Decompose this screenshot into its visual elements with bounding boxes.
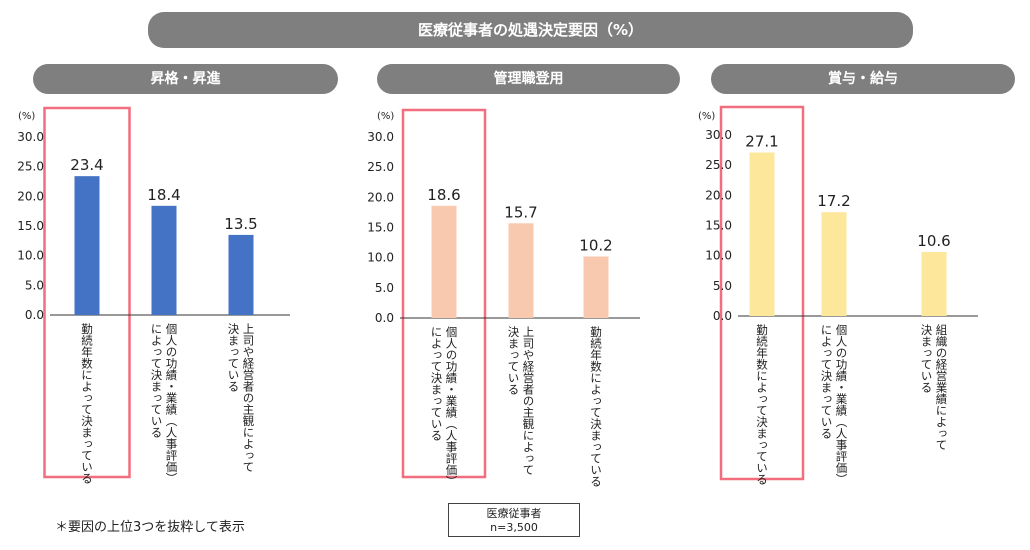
category-label: によって決まっている: [430, 326, 444, 441]
bar-1: [749, 152, 775, 316]
bar-3: [921, 252, 947, 316]
y-axis-unit-label: (%): [377, 111, 394, 122]
y-tick-label: 0.0: [25, 308, 44, 322]
category-label: 組織の経営業績によって: [935, 324, 949, 451]
y-tick-label: 15.0: [367, 221, 394, 235]
category-label: 決まっている: [227, 323, 241, 392]
y-tick-label: 5.0: [25, 278, 44, 292]
bar-1: [74, 176, 100, 315]
y-tick-label: 25.0: [367, 160, 394, 174]
bar-value-label: 18.4: [147, 186, 180, 204]
panel-title-management: 管理職登用: [377, 64, 680, 94]
y-tick-label: 30.0: [705, 128, 732, 142]
bar-value-label: 10.6: [917, 232, 950, 250]
bar-value-label: 15.7: [504, 203, 537, 221]
category-label: によって決まっている: [820, 324, 834, 439]
category-label: 勤続年数によって決まっている: [80, 323, 94, 484]
y-tick-label: 15.0: [705, 219, 732, 233]
y-tick-label: 15.0: [17, 219, 44, 233]
sample-label: 医療従事者: [486, 507, 542, 520]
category-label: 上司や経営者の主観によって: [242, 323, 256, 473]
chart-main-title: 医療従事者の処遇決定要因（%）: [148, 12, 913, 48]
y-tick-label: 0.0: [375, 311, 394, 325]
y-tick-label: 20.0: [367, 190, 394, 204]
category-label: 個人の功績・業績（人事評価）: [835, 324, 849, 485]
y-tick-label: 10.0: [705, 249, 732, 263]
footnote: ＊要因の上位3つを抜粋して表示: [55, 520, 245, 535]
category-label: 個人の功績・業績（人事評価）: [165, 323, 179, 484]
y-tick-label: 30.0: [367, 130, 394, 144]
y-tick-label: 10.0: [17, 249, 44, 263]
highlight-frame: [719, 105, 805, 481]
bar-value-label: 23.4: [70, 156, 103, 174]
chart-panel-management: (%) 0.0 5.0 10.0 15.0 20.0 25.0 30.0 18.6 個人の功績・業…: [367, 108, 640, 487]
y-tick-label: 25.0: [705, 158, 732, 172]
y-tick-label: 20.0: [705, 188, 732, 202]
bar-1: [431, 205, 457, 318]
bar-value-label: 17.2: [817, 192, 850, 210]
bar-2: [508, 223, 534, 318]
bar-3: [583, 256, 609, 318]
chart-panel-promotion: (%) 0.0 5.0 10.0 15.0 20.0 25.0 30.0 23.4 勤続年数によっ…: [17, 106, 290, 484]
highlight-frame: [43, 106, 131, 479]
bar-value-label: 10.2: [579, 236, 612, 254]
bar-value-label: 18.6: [427, 186, 460, 204]
y-tick-label: 0.0: [713, 309, 732, 323]
bar-2: [151, 205, 177, 315]
category-label: 上司や経営者の主観によって: [522, 326, 536, 476]
category-label: 個人の功績・業績（人事評価）: [445, 326, 459, 487]
chart-panel-bonus-salary: (%) 0.0 5.0 10.0 15.0 20.0 25.0 30.0 27.1 勤続年数によっ…: [698, 105, 978, 485]
y-tick-label: 20.0: [17, 189, 44, 203]
bar-value-label: 27.1: [745, 132, 778, 150]
bar-2: [821, 212, 847, 316]
y-axis-unit-label: (%): [18, 111, 35, 122]
panel-title-bonus-salary: 賞与・給与: [711, 64, 1015, 94]
category-label: 決まっている: [920, 324, 934, 393]
sample-n: n=3,500: [490, 521, 538, 534]
y-tick-label: 5.0: [713, 279, 732, 293]
y-tick-label: 25.0: [17, 160, 44, 174]
bar-value-label: 13.5: [224, 215, 257, 233]
highlight-frame: [401, 108, 487, 479]
y-tick-label: 30.0: [17, 130, 44, 144]
sample-size-box: 医療従事者 n=3,500: [448, 503, 580, 537]
category-label: によって決まっている: [150, 323, 164, 438]
panel-title-promotion: 昇格・昇進: [33, 64, 338, 94]
category-label: 勤続年数によって決まっている: [755, 324, 769, 485]
y-axis-unit-label: (%): [698, 111, 715, 122]
category-label: 勤続年数によって決まっている: [589, 326, 603, 487]
y-tick-label: 10.0: [367, 251, 394, 265]
y-tick-label: 5.0: [375, 281, 394, 295]
bar-3: [228, 234, 254, 315]
category-label: 決まっている: [507, 326, 521, 395]
